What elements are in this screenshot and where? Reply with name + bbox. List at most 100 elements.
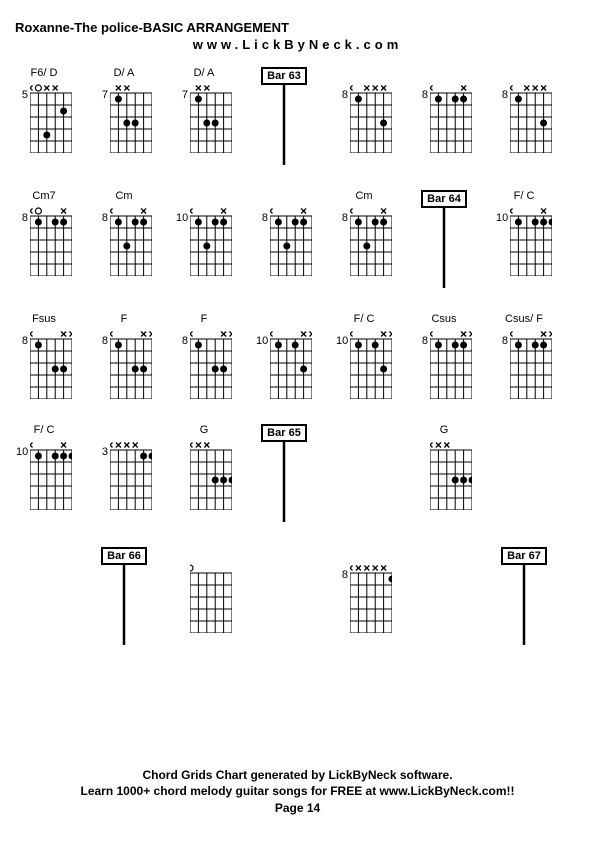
chord-grid: 8 [336,206,392,276]
chord-grid: 8 [336,563,392,633]
chord-label: D/ A [194,67,215,81]
chord-diagram: F8 [95,313,153,399]
fret-number: 8 [336,212,348,224]
chord-diagram: 8 [335,67,393,153]
chord-label: F [121,313,128,327]
fret-number: 7 [96,89,108,101]
chord-grid: 8 [416,83,472,153]
chord-label: F/ C [354,313,375,327]
bar-label: Bar 66 [101,547,147,565]
chord-row: Bar 66 8 Bar 67 [15,547,580,645]
chord-grid: 8 [496,83,552,153]
fret-number: 8 [96,212,108,224]
bar-marker: Bar 67 [495,547,553,645]
bar-label: Bar 65 [261,424,307,442]
site-url: www.LickByNeck.com [15,37,580,52]
fret-number: 8 [336,569,348,581]
chord-label: Fsus [32,313,56,327]
chord-grid: 8 [256,206,312,276]
chord-row: Fsus8F8F810F/ C10Csus8Csus/ F8 [15,313,580,399]
fret-number: 8 [16,212,28,224]
chord-label: F [201,313,208,327]
fret-number: 10 [176,212,188,224]
chord-grid: 8 [176,329,232,399]
chord-label: Csus/ F [505,313,543,327]
page-number: Page 14 [0,800,595,817]
fret-number: 8 [416,335,428,347]
chord-label: G [440,424,449,438]
chord-label: D/ A [114,67,135,81]
chord-label: G [200,424,209,438]
chord-diagram: 8 [415,67,473,153]
bar-label: Bar 63 [261,67,307,85]
chord-label: Csus [431,313,456,327]
chord-grid: 8 [496,329,552,399]
chord-diagram: 10 [255,313,313,399]
chord-grid: 10 [176,206,232,276]
chord-grid [176,563,232,633]
chord-label: F/ C [514,190,535,204]
chord-diagram: 8 [495,67,553,153]
chord-diagram: G [415,424,473,510]
chord-grid: 7 [176,83,232,153]
chord-diagram: D/ A 7 [95,67,153,153]
chord-grid-rows: F6/ D5D/ A7D/ A7Bar 63888Cm78Cm8108Cm8Ba… [15,67,580,645]
chord-diagram: Cm7 8 [15,190,73,276]
bar-marker: Bar 66 [95,547,153,645]
chord-grid: 8 [416,329,472,399]
chord-grid: 10 [336,329,392,399]
chord-label: Cm [355,190,372,204]
bar-marker: Bar 65 [255,424,313,522]
chord-diagram: Cm 8 [95,190,153,276]
chord-diagram [15,547,73,633]
fret-number: 10 [496,212,508,224]
fret-number: 8 [416,89,428,101]
fret-number: 10 [256,335,268,347]
chord-diagram: Csus8 [415,313,473,399]
chord-diagram: 8 [335,547,393,633]
bar-label: Bar 64 [421,190,467,208]
chord-diagram: F6/ D5 [15,67,73,153]
chord-diagram: D/ A 7 [175,67,233,153]
chord-grid [176,440,232,510]
song-title: Roxanne-The police-BASIC ARRANGEMENT [15,20,580,35]
fret-number: 8 [336,89,348,101]
fret-number: 8 [256,212,268,224]
page-header: Roxanne-The police-BASIC ARRANGEMENT www… [15,20,580,52]
chord-label: Cm7 [32,190,55,204]
chord-grid: 10 [16,440,72,510]
bar-marker: Bar 64 [415,190,473,288]
chord-grid: 3 [96,440,152,510]
footer-line-1: Chord Grids Chart generated by LickByNec… [0,767,595,784]
chord-grid: 10 [496,206,552,276]
chord-diagram [415,547,473,633]
chord-diagram: F8 [175,313,233,399]
chord-row: F/ C10 3 G Bar 65 G [15,424,580,522]
chord-row: F6/ D5 D/ A 7 D/ A 7 Bar 63 8 8 8 [15,67,580,165]
fret-number: 3 [96,446,108,458]
chord-diagram: F/ C10 [15,424,73,510]
fret-number: 5 [16,89,28,101]
chord-label: Cm [115,190,132,204]
chord-diagram: 8 [255,190,313,276]
chord-grid: 5 [16,83,72,153]
footer-line-2: Learn 1000+ chord melody guitar songs fo… [0,783,595,800]
chord-grid: 8 [16,206,72,276]
chord-grid: 8 [336,83,392,153]
fret-number: 8 [496,89,508,101]
chord-diagram [175,547,233,633]
chord-diagram: Cm 8 [335,190,393,276]
fret-number: 10 [16,446,28,458]
chord-grid [416,440,472,510]
chord-diagram: Fsus 8 [15,313,73,399]
bar-marker: Bar 63 [255,67,313,165]
chord-diagram: Csus/ F 8 [495,313,553,399]
chord-diagram: 3 [95,424,153,510]
chord-diagram: 10 [175,190,233,276]
page-footer: Chord Grids Chart generated by LickByNec… [0,767,595,817]
bar-label: Bar 67 [501,547,547,565]
chord-grid: 7 [96,83,152,153]
chord-grid: 10 [256,329,312,399]
chord-label: F6/ D [31,67,58,81]
chord-grid: 8 [16,329,72,399]
